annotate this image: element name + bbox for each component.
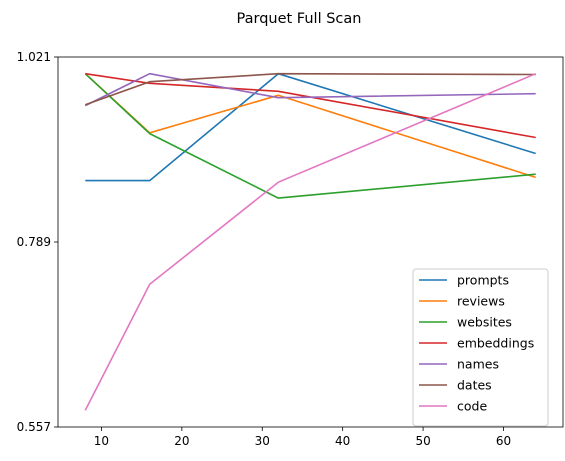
x-tick-label: 20 [174,434,189,448]
series-line-embeddings [85,72,536,139]
x-tick-label: 50 [415,434,430,448]
y-tick-label: 1.021 [17,50,51,64]
plot-lines [84,72,537,411]
series-line-names [84,72,536,107]
series-line-websites [84,73,536,199]
legend-label-prompts: prompts [457,273,509,288]
chart-title: Parquet Full Scan [237,11,362,27]
legend-label-dates: dates [457,378,492,393]
legend-label-embeddings: embeddings [457,336,534,351]
series-line-dates [85,72,536,106]
y-tick-label: 0.789 [17,235,51,249]
x-tick-label: 40 [335,434,350,448]
legend-label-names: names [457,357,499,372]
x-tick-label: 60 [496,434,511,448]
series-line-code [84,72,537,411]
legend-box [412,268,549,427]
series-line-prompts [85,72,536,182]
legend: prompts reviews websites embeddings names dat… [412,268,549,427]
y-axis: 0.557 0.789 1.021 [17,50,58,434]
x-tick-label: 10 [94,434,109,448]
x-axis: 10 20 30 40 50 60 [94,427,511,448]
legend-label-reviews: reviews [457,294,505,309]
x-tick-label: 30 [255,434,270,448]
legend-label-code: code [457,399,487,414]
legend-label-websites: websites [457,315,512,330]
y-tick-label: 0.557 [17,420,51,434]
